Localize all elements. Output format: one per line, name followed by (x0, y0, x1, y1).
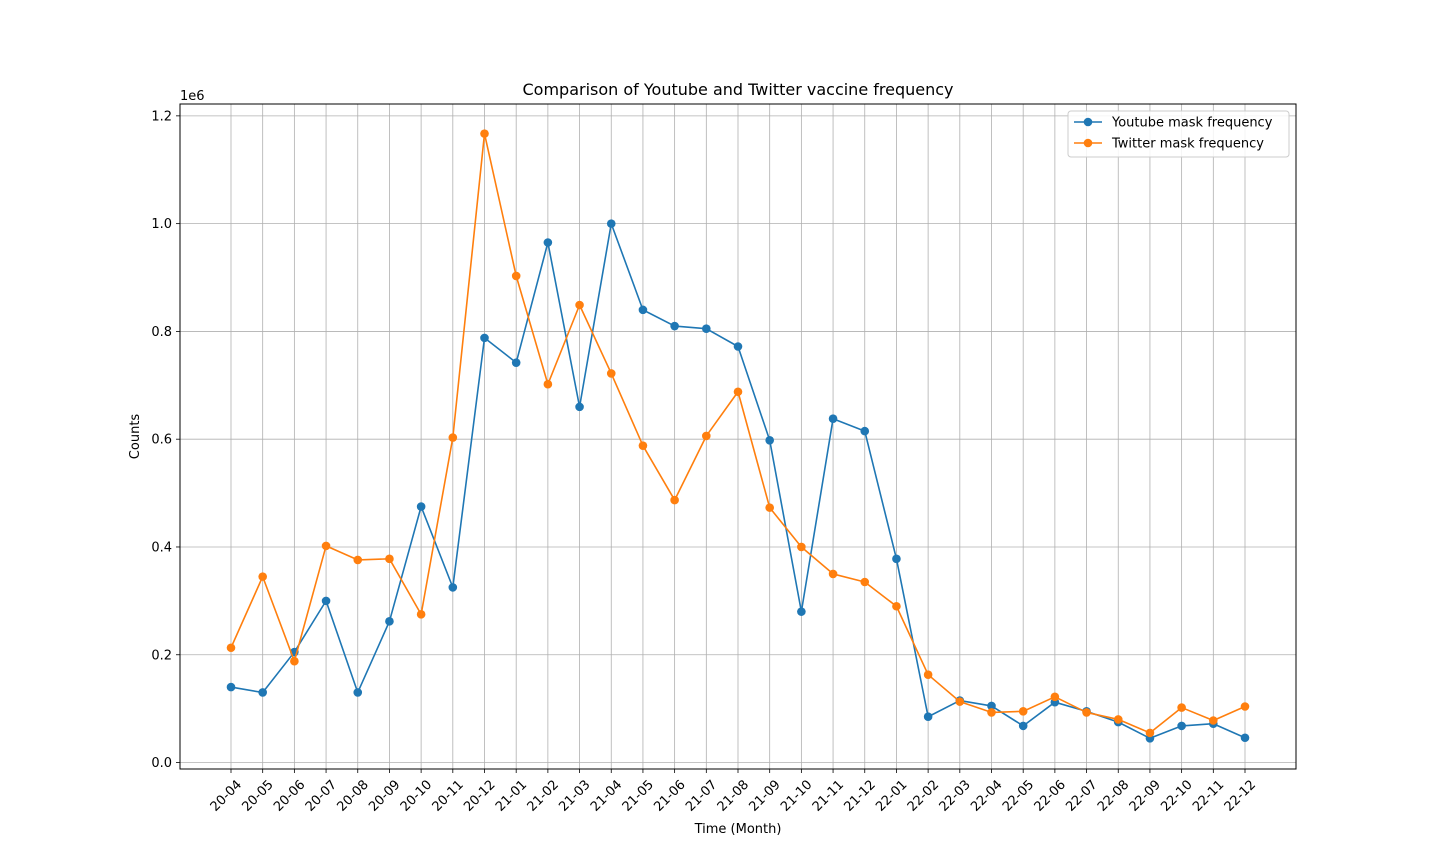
data-point (892, 554, 901, 564)
y-tick-label: 0.6 (151, 433, 172, 448)
data-point (638, 441, 648, 450)
data-point (511, 271, 521, 281)
legend-label: Twitter mask frequency (1111, 137, 1264, 152)
y-tick-label: 0.8 (151, 325, 172, 340)
data-point (480, 129, 489, 138)
data-point (765, 503, 774, 512)
legend-label: Youtube mask frequency (1111, 116, 1273, 131)
legend-entry: Twitter mask frequency (1074, 137, 1264, 152)
data-point (923, 712, 933, 722)
data-point (543, 379, 553, 389)
x-axis-label: Time (Month) (694, 822, 782, 837)
data-point (606, 219, 616, 228)
series-layer (226, 129, 1250, 743)
data-point (860, 577, 870, 587)
data-point (321, 596, 331, 606)
data-point (1145, 728, 1155, 738)
y-tick-label: 0.0 (151, 756, 172, 771)
data-point (258, 688, 267, 697)
data-point (448, 583, 458, 592)
y-tick-label: 1.0 (151, 217, 172, 232)
data-point (416, 610, 426, 619)
data-point (1082, 708, 1091, 717)
data-point (987, 708, 996, 717)
data-point (1018, 707, 1028, 716)
y-tick-label: 1.2 (151, 109, 172, 124)
y-tick-label: 0.4 (151, 540, 172, 555)
data-point (702, 324, 711, 334)
data-point (353, 688, 363, 697)
data-point (1018, 721, 1028, 731)
data-point (416, 502, 426, 511)
y-tick-label: 0.2 (151, 648, 172, 663)
legend-marker (1083, 117, 1093, 127)
data-point (1113, 715, 1123, 724)
data-point (321, 541, 331, 551)
data-point (575, 402, 584, 412)
legend-box (1067, 110, 1290, 158)
data-point (797, 542, 806, 552)
chart-title: Comparison of Youtube and Twitter vaccin… (523, 80, 954, 99)
data-point (511, 358, 521, 367)
data-point (638, 305, 648, 315)
grid-lines (180, 104, 1296, 769)
data-point (955, 697, 965, 706)
series-twitter (226, 129, 1250, 738)
data-point (1177, 703, 1186, 712)
legend-entry: Youtube mask frequency (1074, 116, 1273, 131)
data-point (1240, 733, 1250, 743)
data-point (828, 414, 838, 424)
data-point (860, 426, 870, 436)
y-axis-label: Counts (128, 414, 143, 460)
data-point (670, 321, 679, 331)
data-point (987, 701, 996, 711)
data-point (670, 495, 679, 505)
data-point (733, 387, 743, 397)
y-axis-offset-label: 1e6 (180, 89, 205, 104)
data-point (258, 572, 267, 581)
legend-marker (1083, 138, 1093, 148)
data-point (765, 435, 774, 445)
data-point (543, 238, 553, 247)
data-point (353, 555, 363, 565)
data-point (226, 643, 236, 653)
data-point (892, 601, 901, 611)
data-point (448, 433, 458, 442)
data-point (1177, 721, 1186, 731)
legend: Youtube mask frequency Twitter mask frequ… (1067, 110, 1290, 158)
data-point (923, 670, 933, 679)
data-point (480, 333, 489, 343)
data-point (575, 300, 584, 310)
data-point (1209, 716, 1218, 725)
data-point (606, 369, 616, 378)
data-point (702, 431, 711, 441)
data-point (226, 682, 236, 692)
data-point (1050, 692, 1060, 702)
data-point (290, 656, 299, 666)
data-point (797, 607, 806, 616)
data-point (828, 569, 838, 579)
data-point (385, 617, 394, 626)
data-point (733, 342, 743, 351)
data-point (385, 554, 394, 564)
data-point (1240, 702, 1250, 711)
